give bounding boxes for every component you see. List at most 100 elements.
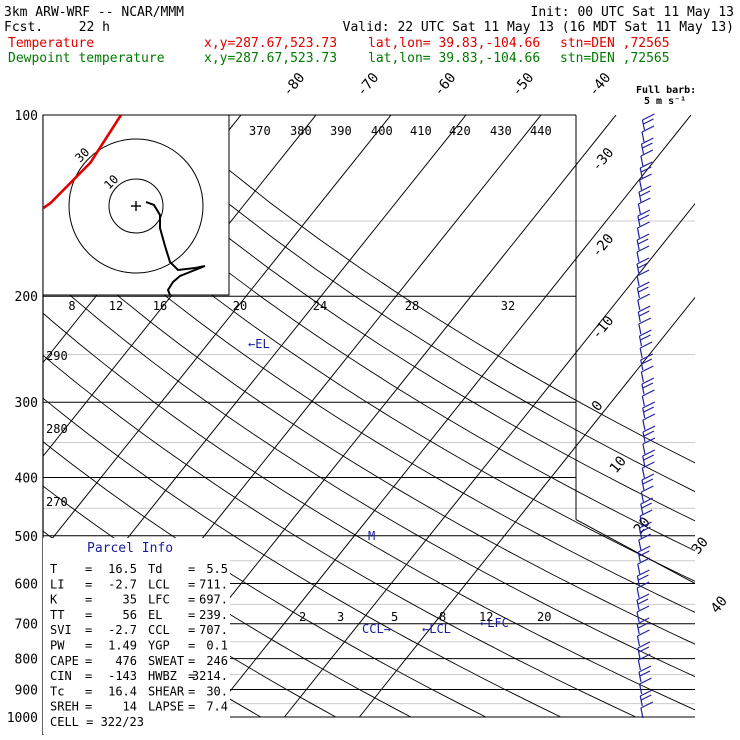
wind-barb-flag: [639, 521, 652, 529]
pressure-label: 100: [15, 109, 38, 124]
wind-barb-flag: [639, 329, 652, 337]
parcel-param-label: K: [50, 593, 58, 607]
wind-barb-flag: [641, 137, 654, 145]
wind-barb-flag: [642, 461, 655, 469]
wind-barb-flag: [639, 190, 651, 197]
parcel-param-eq: =: [188, 608, 195, 622]
parcel-param-label: SREH: [50, 700, 79, 714]
parcel-param-eq: =: [85, 684, 92, 698]
mixing-ratio-label: 8: [439, 610, 446, 624]
wind-barb-flag: [643, 454, 654, 461]
forecast-hours: 22 h: [79, 20, 110, 35]
wind-barb-flag: [638, 185, 652, 193]
hodograph-ring-inner: [108, 178, 164, 234]
wind-barb-flag: [638, 653, 651, 661]
wind-barb-shaft: [638, 191, 642, 203]
parcel-param-value: -2.7: [108, 577, 137, 591]
wind-barb-flag: [639, 550, 650, 557]
wind-barb-flag: [641, 377, 655, 385]
wind-barb-flag: [640, 497, 654, 505]
pressure-label: 200: [15, 290, 38, 305]
parcel-param-value: 697.: [199, 593, 228, 607]
parcel-param-eq: =: [85, 639, 92, 653]
wind-barb-flag: [642, 382, 654, 389]
isotherm-label: -70: [354, 70, 383, 100]
wind-barb-shaft: [640, 503, 644, 515]
wind-barb-flag: [640, 701, 654, 709]
wind-barb-shaft: [639, 695, 643, 707]
wind-barb-flag: [638, 533, 652, 541]
wind-barb-shaft: [636, 575, 640, 587]
parcel-param-value: 16.5: [108, 562, 137, 576]
parcel-param-value: 7.4: [206, 700, 228, 714]
parcel-param-label: Td: [148, 562, 162, 576]
wind-barb-shaft: [640, 155, 644, 167]
parcel-param-label: SVI: [50, 623, 72, 637]
hodograph-speed-label: 24: [313, 299, 327, 313]
pressure-label: 600: [15, 577, 38, 592]
wind-barb-flag: [642, 449, 655, 457]
wind-barb-flag: [641, 485, 654, 493]
wind-barb-shaft: [638, 335, 643, 347]
wind-barb-flag: [637, 281, 650, 289]
pressure-label: 700: [15, 618, 38, 633]
wind-barb-flag: [642, 478, 654, 485]
parcel-param-label: PW: [50, 639, 65, 653]
wind-barb-flag: [636, 617, 650, 625]
wind-barb-shaft: [636, 287, 640, 299]
barb-legend-unit: 5 m s⁻¹: [644, 96, 686, 107]
wind-barb-flag: [641, 502, 653, 509]
barb-legend-title: Full barb:: [636, 85, 696, 96]
wind-barb-shaft: [636, 275, 640, 287]
parcel-param-value: 476: [115, 654, 137, 668]
pressure-label: 900: [15, 683, 38, 698]
parcel-param-value: 35: [123, 593, 137, 607]
wind-barb-shaft: [641, 131, 645, 143]
wind-barb-flag: [639, 689, 653, 697]
wind-barb-flag: [640, 149, 654, 157]
wind-barb-flag: [638, 197, 651, 205]
isotherm-label: 40: [708, 593, 731, 616]
wind-barb-shaft: [636, 251, 640, 263]
model-title: 3km ARW-WRF -- NCAR/MMM: [4, 5, 184, 20]
wind-barb-shaft: [636, 587, 640, 599]
temperature-station: stn=DEN ,72565: [560, 36, 670, 51]
wind-barb-flag: [637, 598, 649, 605]
parcel-param-label: T: [50, 562, 57, 576]
wind-barb-shaft: [641, 395, 645, 407]
wind-barb-flag: [639, 341, 653, 349]
wind-barb-shaft: [637, 299, 641, 311]
parcel-param-label: TT: [50, 608, 64, 622]
parcel-param-value: 30.: [206, 684, 228, 698]
wind-barb-shaft: [642, 443, 646, 455]
wind-barb-flag: [637, 238, 649, 245]
dewpoint-station: stn=DEN ,72565: [560, 51, 670, 66]
wind-barb-flag: [639, 670, 651, 677]
lfc-marker: ←LFC: [480, 616, 509, 630]
wind-barb-shaft: [639, 179, 643, 191]
wind-barb-flag: [641, 358, 653, 365]
wind-barb-flag: [643, 118, 654, 125]
wind-barb-flag: [639, 677, 652, 685]
hodograph-speed-label: 32: [501, 299, 515, 313]
wind-barb-shaft: [636, 623, 640, 635]
wind-barb-shaft: [641, 383, 645, 395]
ccl-marker: CCL→: [362, 622, 391, 636]
wind-barb-flag: [638, 317, 652, 325]
isotherm-label: -40: [586, 70, 615, 100]
theta-label: 370: [249, 124, 271, 138]
parcel-param-eq: =: [188, 654, 195, 668]
wind-barb-flag: [640, 166, 652, 173]
dewpoint-legend: Dewpoint temperature: [8, 51, 165, 66]
parcel-param-label: LCL: [148, 577, 170, 591]
wind-barb-shaft: [639, 347, 643, 359]
wind-barb-shaft: [637, 551, 641, 563]
parcel-param-label: YGP: [148, 639, 170, 653]
wind-barb-flag: [639, 173, 652, 181]
parcel-param-eq: =: [188, 623, 195, 637]
wind-barb-flag: [643, 430, 655, 437]
wind-barb-shaft: [636, 239, 640, 251]
wind-barb-shaft: [636, 635, 641, 647]
parcel-param-eq: =: [188, 562, 195, 576]
